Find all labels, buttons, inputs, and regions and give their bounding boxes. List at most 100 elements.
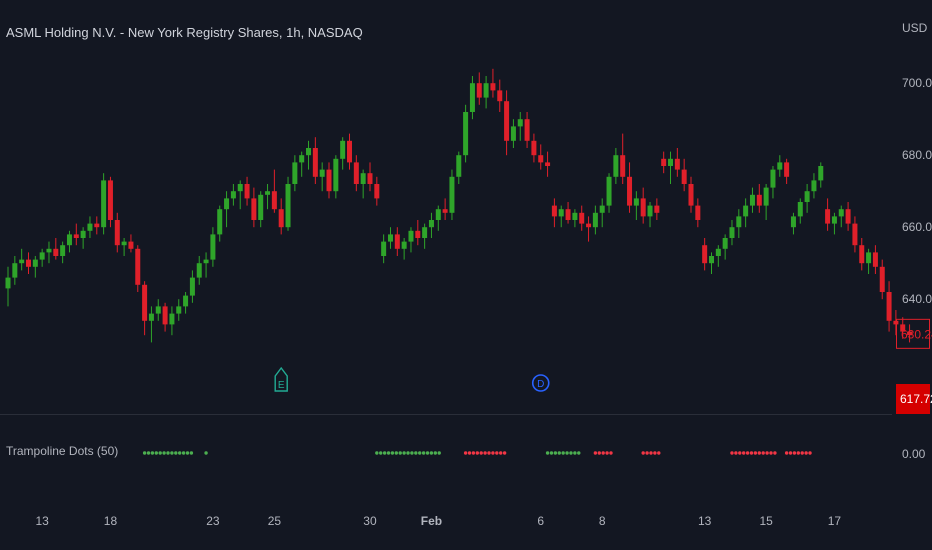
candle-body bbox=[128, 241, 134, 249]
indicator-dot bbox=[788, 451, 793, 455]
indicator-dot bbox=[569, 451, 573, 455]
candle-body bbox=[900, 324, 906, 332]
price-tick-label: 640.00 bbox=[902, 292, 932, 306]
candle-body bbox=[176, 306, 182, 314]
candle-body bbox=[524, 119, 530, 141]
indicator-dot bbox=[421, 451, 426, 455]
indicator-dot bbox=[375, 451, 379, 455]
indicator-dot bbox=[491, 451, 495, 455]
indicator-label[interactable]: Trampoline Dots (50) bbox=[6, 444, 119, 458]
dividend-marker-label: D bbox=[537, 379, 544, 390]
candle-body bbox=[435, 209, 441, 220]
candle-body bbox=[497, 90, 503, 102]
indicator-dot bbox=[645, 451, 649, 455]
indicator-dot bbox=[433, 451, 438, 455]
indicator-dot bbox=[398, 451, 402, 455]
indicator-dot bbox=[386, 451, 391, 455]
candle-body bbox=[360, 173, 366, 184]
indicator-dot bbox=[796, 451, 801, 455]
candle-body bbox=[251, 198, 257, 220]
indicator-dot bbox=[425, 451, 430, 455]
time-axis[interactable]: 13 18 23 25 30 Feb 6 8 13 15 17 bbox=[35, 514, 841, 528]
indicator-dot bbox=[657, 451, 661, 455]
indicator-dot bbox=[792, 451, 797, 455]
indicator-dot bbox=[146, 451, 151, 455]
time-tick-label: 25 bbox=[268, 514, 282, 528]
last-price-label: 630.24 bbox=[901, 327, 932, 341]
indicator-dot bbox=[773, 451, 777, 455]
indicator-dots-layer bbox=[142, 451, 812, 455]
last-price-box bbox=[896, 318, 930, 349]
indicator-dot bbox=[565, 451, 569, 455]
candle-body bbox=[449, 176, 455, 213]
candle-body bbox=[715, 248, 721, 256]
earnings-marker[interactable] bbox=[274, 366, 288, 392]
indicator-dot bbox=[545, 451, 550, 455]
indicator-dot bbox=[394, 451, 399, 455]
time-tick-label: 18 bbox=[104, 514, 118, 528]
time-tick-label: 30 bbox=[363, 514, 377, 528]
candle-body bbox=[326, 169, 332, 192]
candle-body bbox=[756, 194, 762, 206]
indicator-dot bbox=[166, 451, 170, 455]
candle-body bbox=[777, 162, 783, 170]
candle-body bbox=[763, 187, 769, 206]
candle-body bbox=[517, 119, 523, 127]
candle-body bbox=[142, 284, 148, 321]
candle-body bbox=[101, 180, 107, 228]
indicator-dot bbox=[738, 451, 742, 455]
indicator-dot bbox=[573, 451, 577, 455]
price-axis[interactable]: 700.00 680.00 660.00 640.00 630.24 617.72 0.00 bbox=[896, 76, 932, 461]
indicator-dot bbox=[502, 451, 507, 455]
indicator-dot bbox=[730, 451, 734, 455]
earnings-marker-label: E bbox=[278, 380, 285, 391]
candle-body bbox=[271, 191, 277, 210]
candle-body bbox=[347, 140, 352, 163]
indicator-dot bbox=[761, 451, 765, 455]
candle-body bbox=[73, 234, 79, 238]
indicator-tick-label: 0.00 bbox=[902, 447, 926, 461]
candle-body bbox=[579, 212, 585, 224]
candle-body bbox=[306, 148, 312, 156]
indicator-dot bbox=[406, 451, 410, 455]
indicator-dot bbox=[402, 451, 406, 455]
candle-body bbox=[53, 248, 59, 256]
time-tick-label: 13 bbox=[35, 514, 49, 528]
candle-body bbox=[217, 209, 223, 235]
indicator-dot bbox=[150, 451, 155, 455]
candle-body bbox=[408, 230, 414, 242]
candle-body bbox=[169, 313, 175, 325]
indicator-dot bbox=[475, 451, 480, 455]
candle-body bbox=[80, 230, 86, 238]
candle-body bbox=[784, 162, 790, 177]
candle-body bbox=[852, 223, 858, 246]
candle-body bbox=[804, 191, 810, 202]
candle-body bbox=[87, 223, 93, 231]
dividend-marker[interactable] bbox=[531, 374, 550, 392]
candle-body bbox=[415, 230, 421, 238]
candle-body bbox=[859, 245, 865, 264]
time-tick-label: 8 bbox=[599, 514, 606, 528]
candle-body bbox=[872, 252, 878, 267]
candle-body bbox=[292, 162, 298, 184]
candle-body bbox=[599, 205, 605, 213]
candle-body bbox=[162, 306, 168, 325]
indicator-dot bbox=[601, 451, 605, 455]
candle-body bbox=[25, 259, 31, 267]
price-tick-label: 660.00 bbox=[902, 220, 932, 234]
candle-body bbox=[387, 234, 393, 242]
indicator-dot bbox=[609, 451, 613, 455]
indicator-dot bbox=[467, 451, 472, 455]
candle-body bbox=[237, 184, 243, 192]
candle-body bbox=[640, 198, 646, 217]
candle-body bbox=[422, 227, 428, 238]
candle-body bbox=[743, 205, 749, 217]
time-tick-label: Feb bbox=[421, 514, 442, 528]
candle-body bbox=[708, 256, 714, 264]
candle-body bbox=[811, 180, 817, 192]
candle-body bbox=[121, 241, 127, 246]
indicator-dot bbox=[549, 451, 554, 455]
candle-body bbox=[661, 158, 667, 166]
